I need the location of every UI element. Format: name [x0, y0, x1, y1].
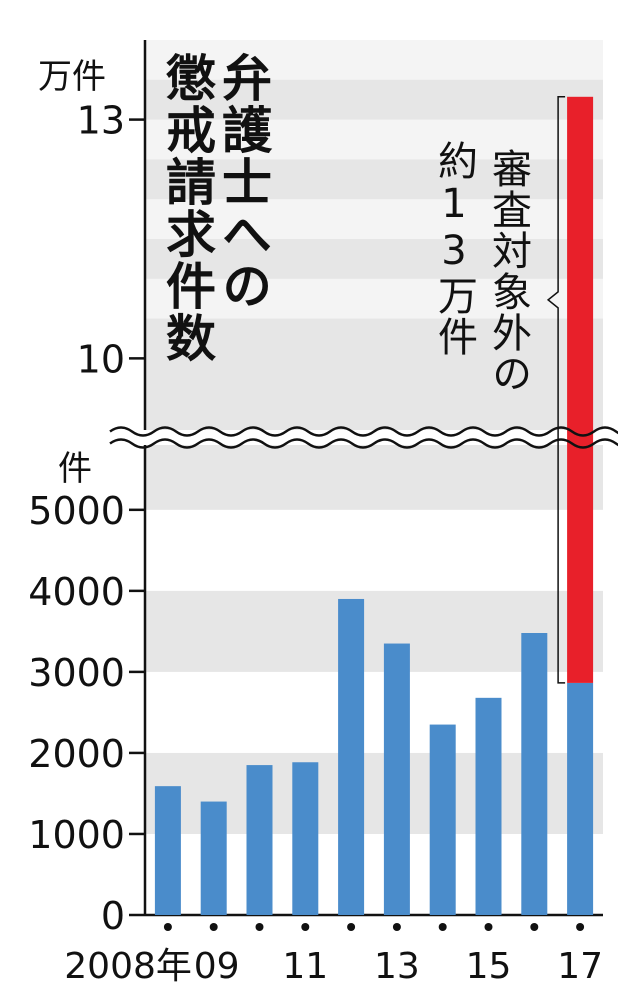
- x-tick-dot: [209, 923, 218, 931]
- x-tick-label: 17: [557, 946, 603, 987]
- axis-break: [109, 426, 618, 437]
- x-tick-label: 11: [282, 946, 328, 987]
- x-tick-dot: [530, 923, 539, 931]
- plot-band: [145, 278, 603, 319]
- bar: [246, 765, 273, 915]
- bar: [567, 96, 594, 683]
- x-tick-dot: [301, 923, 310, 931]
- y-tick-label: 2000: [28, 732, 125, 776]
- bar: [200, 801, 227, 915]
- y-tick-label: 13: [77, 99, 125, 143]
- x-tick-dot: [255, 923, 264, 931]
- axis-unit: 万件: [38, 57, 106, 97]
- chart-title: 弁護士への: [214, 52, 272, 312]
- plot-band: [145, 40, 603, 80]
- bar: [292, 762, 319, 915]
- x-tick-dot: [392, 923, 401, 931]
- plot-band: [145, 445, 603, 510]
- x-tick-label: 15: [466, 946, 512, 987]
- x-tick-label: 13: [374, 946, 420, 987]
- bar: [521, 633, 548, 915]
- x-tick-dot: [576, 923, 585, 931]
- plot-band: [145, 119, 603, 160]
- y-tick-label: 1000: [28, 813, 125, 857]
- x-tick-label: 09: [194, 946, 240, 987]
- x-tick-label: 2008年: [64, 946, 192, 987]
- y-tick-label: 5000: [28, 489, 125, 533]
- y-tick-label: 0: [101, 894, 125, 938]
- bar: [338, 598, 365, 915]
- x-tick-dot: [347, 923, 356, 931]
- bar: [383, 643, 410, 915]
- axis-break: [109, 438, 618, 449]
- x-tick-dot: [438, 923, 447, 931]
- y-tick-label: 4000: [28, 570, 125, 614]
- bar: [154, 786, 181, 915]
- axis-unit: 件: [58, 449, 92, 489]
- chart-title: 懲戒請求件数: [158, 52, 216, 364]
- annotation-bracket: [546, 96, 566, 684]
- annotation: 約13万件: [431, 140, 477, 357]
- bar: [567, 682, 594, 915]
- plot-band: [145, 199, 603, 239]
- axis-break-gap: [110, 430, 613, 445]
- y-tick-label: 3000: [28, 651, 125, 695]
- annotation: 審査対象外の: [485, 148, 531, 394]
- y-tick-label: 10: [77, 337, 125, 381]
- x-tick-dot: [163, 923, 172, 931]
- bar: [475, 697, 502, 915]
- x-tick-dot: [484, 923, 493, 931]
- bar: [429, 724, 456, 915]
